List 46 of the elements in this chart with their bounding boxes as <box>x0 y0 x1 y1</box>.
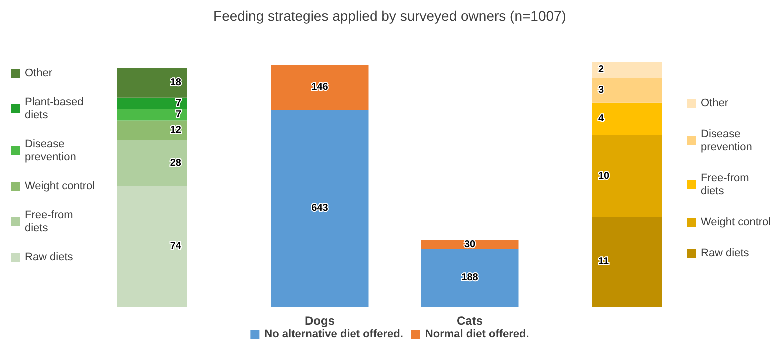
x-tick-label: Dogs <box>305 314 336 328</box>
bar <box>592 136 662 218</box>
data-label: 30 <box>464 239 476 250</box>
bar <box>421 240 519 250</box>
data-label: 7 <box>176 98 182 110</box>
x-tick-label: Cats <box>456 314 484 328</box>
bar <box>118 140 188 186</box>
legend-label: Plant-based diets <box>25 96 87 122</box>
legend-label: Normal diet offered. <box>425 328 530 340</box>
bar <box>421 249 519 307</box>
bar <box>118 68 188 98</box>
bar <box>271 65 369 110</box>
bar <box>118 109 188 121</box>
data-label: 146 <box>312 82 329 94</box>
data-label: 10 <box>598 170 610 182</box>
legend-label: Other <box>25 68 53 80</box>
legend-label: Weight control <box>25 180 96 192</box>
chart-title: Feeding strategies applied by surveyed owners (n=1007) <box>214 8 566 24</box>
data-label: 18 <box>170 78 182 89</box>
bar <box>118 98 188 110</box>
data-label: 643 <box>312 203 329 214</box>
data-label: 11 <box>598 256 610 268</box>
data-label: 28 <box>170 158 182 169</box>
bar <box>118 186 188 307</box>
data-label: 74 <box>170 241 182 252</box>
data-label: 2 <box>598 64 604 76</box>
legend-label: Weight control <box>701 216 772 228</box>
legend-label: Raw diets <box>25 252 74 264</box>
data-label: 4 <box>598 114 604 125</box>
legend-label: Disease prevention <box>25 138 76 164</box>
data-label: 188 <box>462 272 479 284</box>
bar <box>118 120 188 140</box>
legend-label: Raw diets <box>701 248 750 260</box>
bar <box>592 62 662 78</box>
legend-label: Other <box>701 98 729 110</box>
bar <box>592 102 662 136</box>
bar <box>271 110 369 307</box>
legend-label: Disease prevention <box>701 128 752 154</box>
data-label: 3 <box>598 85 604 96</box>
legend-label: Free-from diets <box>701 172 752 198</box>
data-label: 12 <box>170 125 182 136</box>
bar <box>592 78 662 103</box>
bar <box>592 217 662 307</box>
legend-label: No alternative diet offered. <box>264 328 404 340</box>
legend-label: Free-from diets <box>25 210 76 234</box>
data-label: 7 <box>176 110 182 121</box>
